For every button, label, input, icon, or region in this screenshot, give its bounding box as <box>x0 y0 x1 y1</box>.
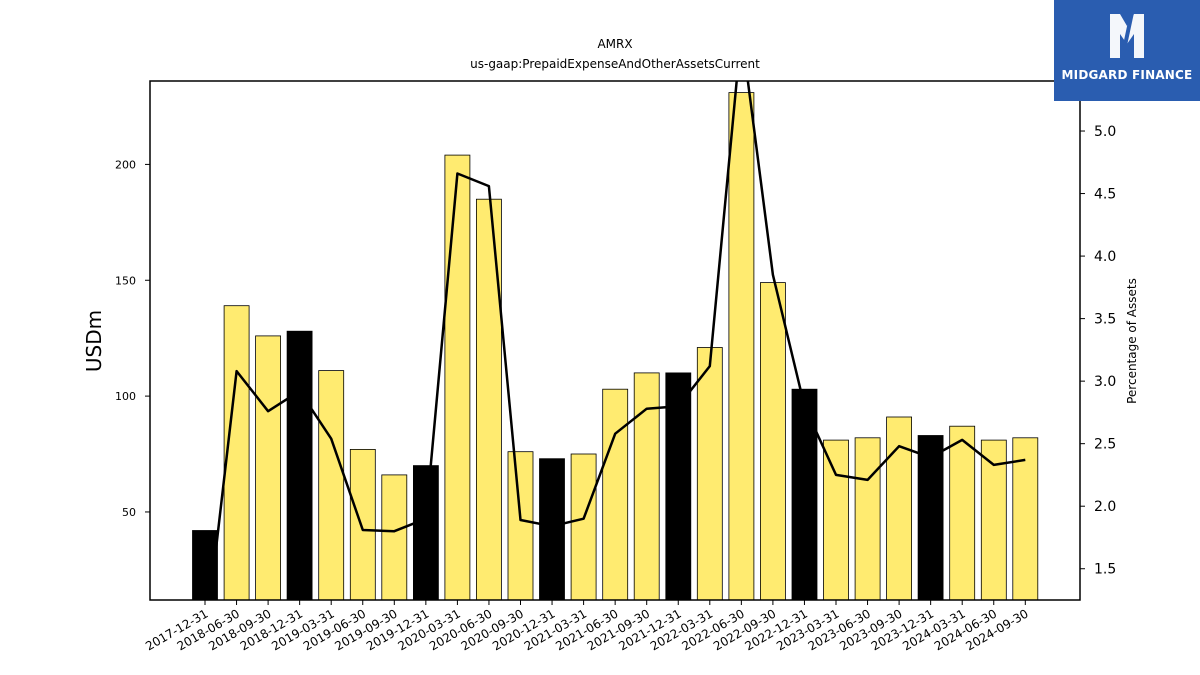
brand-name: MIDGARD FINANCE <box>1061 68 1193 82</box>
bar-2021-03-31 <box>570 453 597 601</box>
bar-2024-09-30 <box>1012 437 1039 601</box>
y-axis-right: 1.5 2.0 2.5 3.0 3.5 4.0 4.5 5.0 <box>1080 124 1116 578</box>
y-tick-label: 150 <box>115 274 136 287</box>
bar-2021-06-30 <box>602 388 629 601</box>
y-axis-left: 50 100 150 200 <box>115 158 150 519</box>
x-axis: 2017-12-312018-06-302018-09-302018-12-31… <box>143 600 1031 653</box>
y-axis-label: USDm <box>82 310 106 372</box>
bar-2020-12-31 <box>539 458 565 601</box>
y2-tick-label: 4.0 <box>1094 249 1116 265</box>
y2-tick-label: 3.0 <box>1094 374 1116 390</box>
bar-2019-09-30 <box>381 474 408 601</box>
bar-2022-03-31 <box>696 347 723 601</box>
bar-2023-03-31 <box>823 439 849 601</box>
y2-tick-label: 5.0 <box>1094 124 1116 140</box>
bar-2019-12-31 <box>412 465 439 601</box>
bars-group <box>192 92 1039 601</box>
bar-2021-12-31 <box>665 372 692 601</box>
y-tick-label: 50 <box>122 506 136 519</box>
y2-axis-label: Percentage of Assets <box>1125 278 1139 404</box>
bar-2022-06-30 <box>728 92 755 601</box>
y2-tick-label: 3.5 <box>1094 312 1116 328</box>
bar-2022-09-30 <box>760 282 786 601</box>
bar-2023-09-30 <box>886 416 912 601</box>
bar-2020-06-30 <box>475 198 502 601</box>
bar-2018-09-30 <box>255 335 282 601</box>
percentage-line <box>208 81 1026 600</box>
bar-2018-12-31 <box>286 330 313 601</box>
bar-2019-06-30 <box>349 448 376 601</box>
chart-subtitle: us-gaap:PrepaidExpenseAndOtherAssetsCurr… <box>470 57 760 71</box>
bar-2021-09-30 <box>633 372 660 601</box>
brand-logo-mark <box>1110 10 1144 62</box>
y-tick-label: 100 <box>115 390 136 403</box>
brand-logo: MIDGARD FINANCE <box>1054 0 1200 101</box>
bar-2020-03-31 <box>444 154 471 601</box>
bar-2020-09-30 <box>507 451 534 601</box>
y2-tick-label: 2.5 <box>1094 437 1116 453</box>
chart-title: AMRX <box>597 37 632 51</box>
bar-2022-12-31 <box>791 388 818 601</box>
y2-tick-label: 1.5 <box>1094 562 1116 578</box>
bar-2023-12-31 <box>917 435 944 601</box>
bar-2024-03-31 <box>949 425 976 601</box>
y2-tick-label: 4.5 <box>1094 187 1116 203</box>
bar-2019-03-31 <box>318 370 345 601</box>
bar-2023-06-30 <box>854 437 881 601</box>
y2-tick-label: 2.0 <box>1094 499 1116 515</box>
y-tick-label: 200 <box>115 158 136 171</box>
